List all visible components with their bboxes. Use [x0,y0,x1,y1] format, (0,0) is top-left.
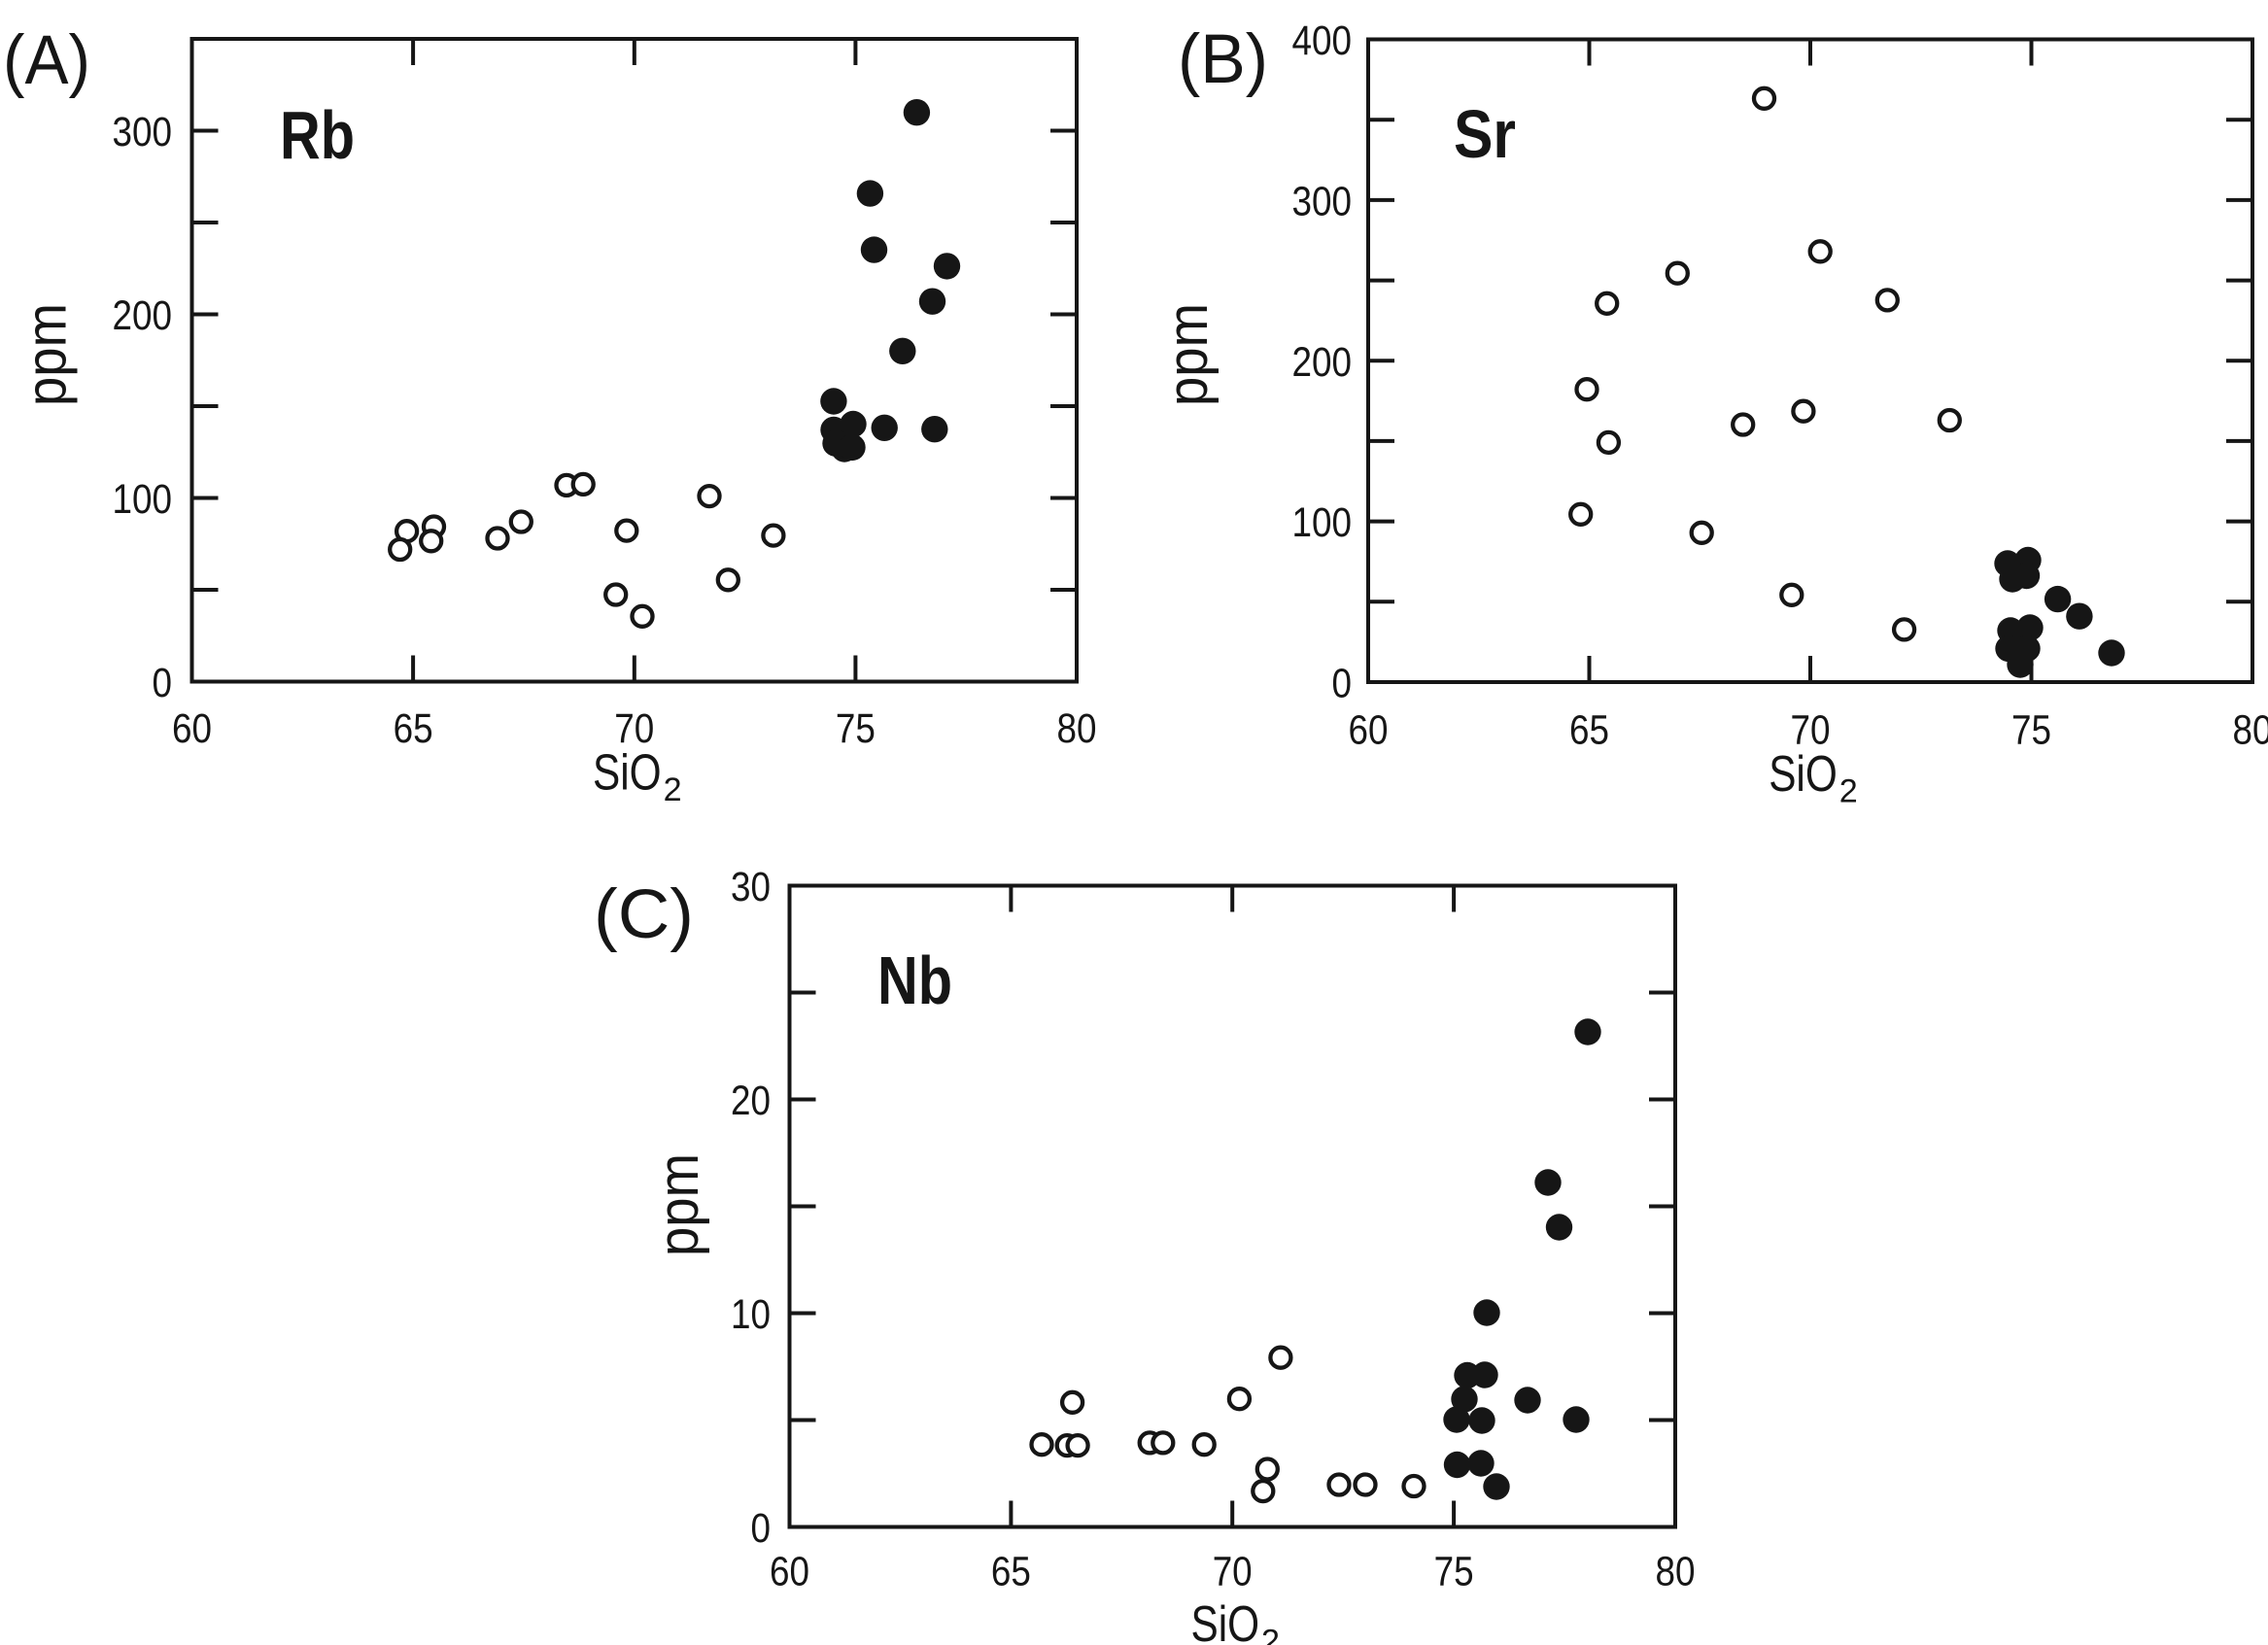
svg-text:60: 60 [172,705,212,752]
svg-text:65: 65 [394,705,433,752]
svg-text:2: 2 [1839,773,1858,810]
svg-text:200: 200 [113,292,173,339]
svg-text:100: 100 [113,476,173,523]
svg-text:300: 300 [113,109,173,155]
svg-text:75: 75 [1434,1549,1474,1595]
svg-text:ppm: ppm [16,303,79,406]
svg-text:2: 2 [1261,1624,1280,1645]
svg-text:400: 400 [1292,17,1353,64]
svg-text:ppm: ppm [1156,303,1220,406]
svg-text:10: 10 [731,1291,771,1338]
svg-text:70: 70 [1213,1549,1253,1595]
svg-text:70: 70 [1791,707,1831,754]
svg-text:65: 65 [991,1549,1031,1595]
svg-text:65: 65 [1569,707,1609,754]
svg-text:300: 300 [1292,178,1353,224]
svg-text:(A): (A) [3,22,90,99]
svg-text:(B): (B) [1178,21,1268,98]
svg-text:200: 200 [1292,339,1353,386]
svg-text:60: 60 [770,1549,809,1595]
svg-text:Nb: Nb [877,942,952,1018]
svg-text:30: 30 [731,864,771,910]
svg-text:100: 100 [1292,499,1353,546]
svg-text:0: 0 [1332,661,1353,707]
svg-text:Rb: Rb [280,97,355,173]
svg-text:ppm: ppm [647,1153,710,1256]
svg-text:60: 60 [1349,707,1389,754]
svg-text:20: 20 [731,1078,771,1124]
svg-text:SiO: SiO [1191,1596,1260,1645]
svg-text:80: 80 [1656,1549,1696,1595]
svg-text:(C): (C) [594,876,694,953]
svg-text:0: 0 [153,660,173,706]
svg-text:SiO: SiO [593,745,662,802]
svg-text:0: 0 [751,1505,772,1552]
svg-text:80: 80 [1057,705,1097,752]
svg-text:2: 2 [664,771,682,808]
svg-text:70: 70 [614,705,654,752]
svg-text:Sr: Sr [1454,96,1516,172]
svg-text:SiO: SiO [1769,746,1838,803]
svg-text:75: 75 [836,705,876,752]
svg-text:75: 75 [2011,707,2051,754]
svg-text:80: 80 [2233,707,2268,754]
